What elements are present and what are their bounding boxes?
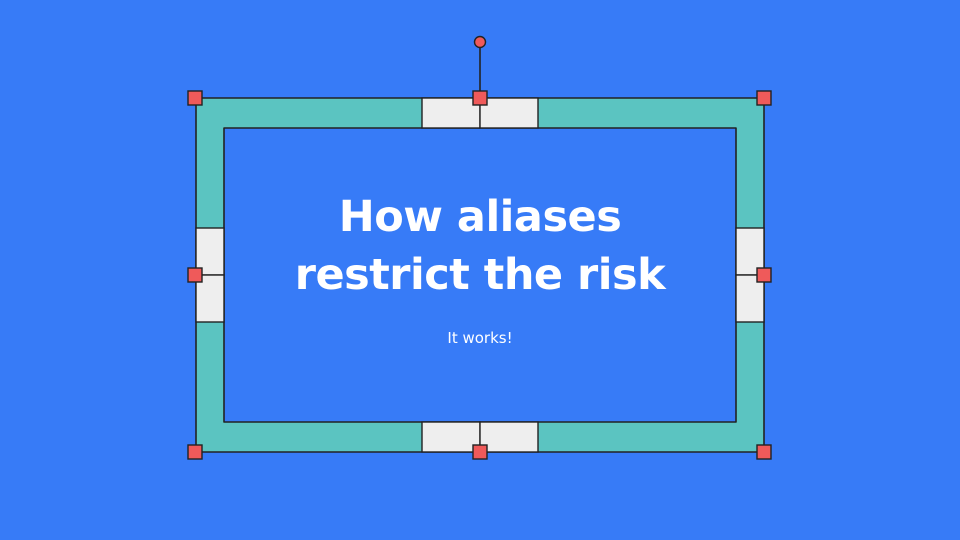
resize-handle-middle-left-icon[interactable] xyxy=(187,267,203,283)
right-panel-bottom xyxy=(735,274,765,323)
resize-handle-bottom-right-icon[interactable] xyxy=(756,444,772,460)
slide-title-line-1: How aliases xyxy=(338,192,622,242)
resize-handle-top-right-icon[interactable] xyxy=(756,90,772,106)
resize-handle-top-left-icon[interactable] xyxy=(187,90,203,106)
top-panel-left xyxy=(421,97,481,129)
top-panel-right xyxy=(479,97,539,129)
resize-handle-top-center-icon[interactable] xyxy=(472,90,488,106)
slide-title-line-2: restrict the risk xyxy=(294,250,666,300)
right-panel-top xyxy=(735,227,765,276)
rotate-handle-icon[interactable] xyxy=(473,35,487,49)
resize-handle-middle-right-icon[interactable] xyxy=(756,267,772,283)
resize-handle-bottom-center-icon[interactable] xyxy=(472,444,488,460)
bottom-panel-right xyxy=(479,421,539,453)
slide-subtitle: It works! xyxy=(447,329,513,347)
resize-handle-bottom-left-icon[interactable] xyxy=(187,444,203,460)
left-panel-bottom xyxy=(195,274,225,323)
left-panel-top xyxy=(195,227,225,276)
bottom-panel-left xyxy=(421,421,481,453)
slide-title: How aliases restrict the risk xyxy=(225,188,735,304)
